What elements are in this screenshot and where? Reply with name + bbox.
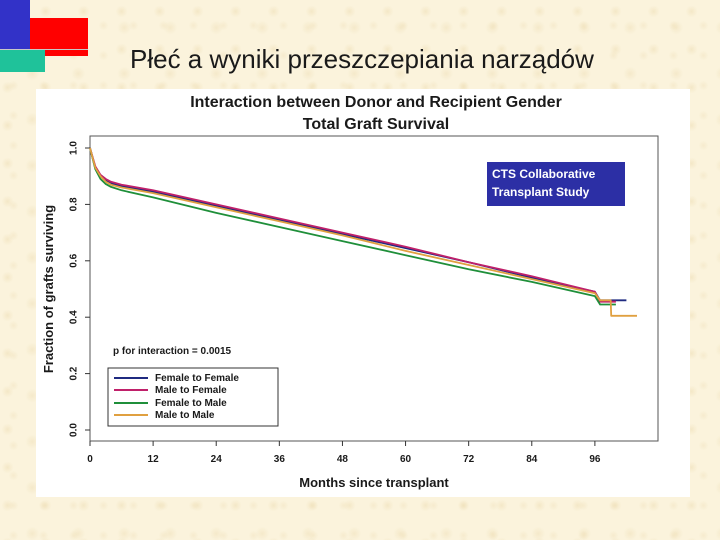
y-tick-label-0.2: 0.2 bbox=[69, 366, 80, 380]
x-tick-label-72: 72 bbox=[463, 454, 475, 465]
slide-title: Płeć a wyniki przeszczepiania narządów bbox=[130, 44, 594, 74]
x-tick-label-0: 0 bbox=[87, 454, 93, 465]
series-line-male-to-female bbox=[89, 147, 616, 303]
chart-panel: Interaction between Donor and Recipient … bbox=[36, 89, 690, 497]
series-line-male-to-male bbox=[89, 147, 637, 317]
source-badge-line-1: CTS Collaborative bbox=[492, 167, 596, 181]
series-line-female-to-male bbox=[89, 147, 616, 306]
y-axis-label: Fraction of grafts surviving bbox=[41, 205, 56, 373]
plot-frame bbox=[89, 135, 659, 442]
chart-title-line-2: Total Graft Survival bbox=[303, 116, 449, 133]
y-axis: 0.0 0.2 0.4 0.6 0.8 1.0 bbox=[69, 141, 90, 437]
y-tick-label-1.0: 1.0 bbox=[69, 141, 80, 155]
y-tick-label-0.0: 0.0 bbox=[69, 423, 80, 437]
y-tick-label-0.6: 0.6 bbox=[69, 253, 80, 267]
legend-label-female-to-female: Female to Female bbox=[155, 373, 239, 384]
x-tick-label-96: 96 bbox=[589, 454, 601, 465]
x-tick-label-84: 84 bbox=[526, 454, 538, 465]
x-tick-label-60: 60 bbox=[400, 454, 412, 465]
x-tick-label-36: 36 bbox=[274, 454, 286, 465]
source-badge-box bbox=[487, 162, 625, 206]
legend-label-male-to-female: Male to Female bbox=[155, 385, 227, 396]
legend-label-male-to-male: Male to Male bbox=[155, 410, 215, 421]
source-badge: CTS Collaborative Transplant Study bbox=[487, 162, 625, 206]
interaction-annotation: p for interaction = 0.0015 bbox=[113, 346, 232, 357]
source-badge-line-2: Transplant Study bbox=[492, 185, 590, 199]
chart-title-line-1: Interaction between Donor and Recipient … bbox=[190, 94, 562, 111]
x-tick-label-24: 24 bbox=[211, 454, 223, 465]
decor-divider bbox=[0, 49, 88, 50]
decor-blue-square bbox=[0, 0, 30, 50]
x-tick-label-48: 48 bbox=[337, 454, 349, 465]
y-tick-label-0.4: 0.4 bbox=[69, 310, 80, 324]
series-lines bbox=[89, 147, 637, 317]
legend-label-female-to-male: Female to Male bbox=[155, 398, 227, 409]
decor-green-square bbox=[0, 50, 45, 72]
x-axis: 0 12 24 36 48 60 72 84 96 bbox=[87, 441, 601, 465]
survival-chart: Interaction between Donor and Recipient … bbox=[41, 94, 659, 490]
x-axis-label: Months since transplant bbox=[299, 475, 449, 490]
x-tick-label-12: 12 bbox=[148, 454, 160, 465]
y-tick-label-0.8: 0.8 bbox=[69, 197, 80, 211]
legend: Female to Female Male to Female Female t… bbox=[107, 367, 279, 427]
